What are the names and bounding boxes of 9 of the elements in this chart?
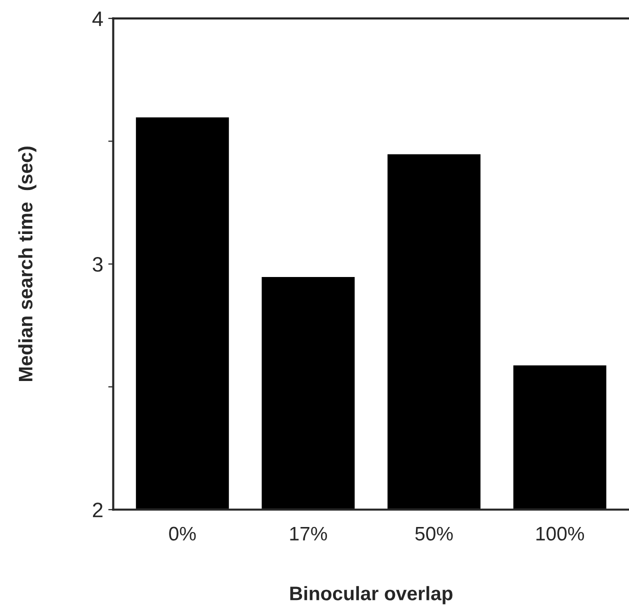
y-tick-label: 4 — [92, 12, 103, 26]
y-axis-title: Median search time (sec) — [18, 146, 36, 382]
y-tick-label: 2 — [92, 502, 102, 518]
y-tick-label: 3 — [92, 257, 103, 272]
x-tick-label: 17% — [290, 526, 327, 540]
x-tick-label: 50% — [415, 526, 453, 541]
x-axis-title: Binocular overlap — [290, 586, 452, 604]
x-tick-label: 100% — [536, 526, 584, 541]
x-tick-label: 0% — [169, 526, 196, 541]
